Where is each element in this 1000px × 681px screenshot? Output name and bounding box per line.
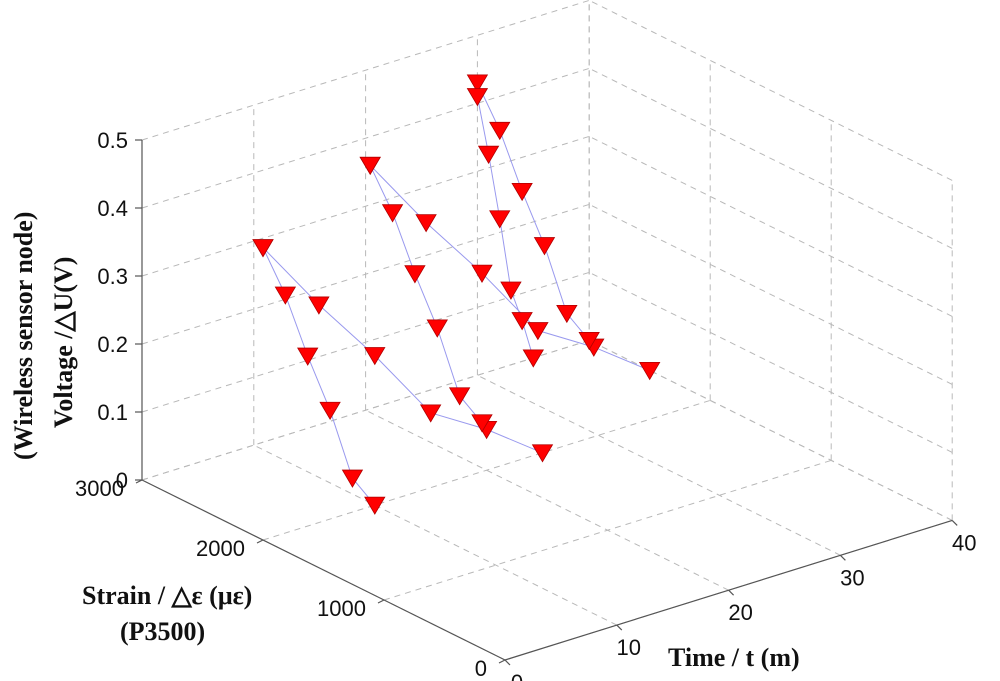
z-axis-label-line2: Voltage /△U(V) bbox=[49, 257, 78, 428]
y-tick-label-2: 2000 bbox=[196, 536, 245, 561]
data-point-s4-p4 bbox=[556, 304, 578, 324]
data-point-s4-p3 bbox=[533, 237, 556, 256]
data-point-s0-p1 bbox=[308, 296, 330, 315]
y-tick-mark-0 bbox=[498, 659, 506, 664]
data-point-s3-p2 bbox=[404, 265, 426, 284]
side-grid-voltage-5 bbox=[588, 0, 953, 181]
x-tick-label-4: 40 bbox=[952, 530, 976, 555]
floor-grid-time-2 bbox=[365, 409, 729, 591]
back-grid-voltage-5 bbox=[141, 0, 590, 141]
y-axis-line bbox=[141, 479, 506, 661]
data-point-s4-p5 bbox=[578, 331, 600, 351]
data-point-s2-p3 bbox=[527, 322, 549, 341]
grid-layer bbox=[141, 0, 953, 661]
data-point-s2-p5 bbox=[639, 361, 661, 381]
side-grid-voltage-0 bbox=[588, 339, 953, 521]
data-point-s3-p1 bbox=[381, 204, 404, 223]
x-tick-label-2: 20 bbox=[728, 600, 752, 625]
z-tick-label-4: 0.4 bbox=[97, 196, 128, 221]
back-grid-voltage-3 bbox=[141, 135, 590, 277]
x-tick-label-3: 30 bbox=[840, 565, 864, 590]
side-grid-voltage-3 bbox=[588, 135, 953, 317]
data-point-s5-p3 bbox=[500, 281, 522, 300]
data-point-s5-p4 bbox=[511, 312, 533, 331]
data-point-s0-p5 bbox=[531, 444, 554, 463]
data-point-s5-p2 bbox=[489, 210, 511, 229]
back-grid-voltage-0 bbox=[141, 339, 590, 481]
y-tick-label-0: 0 bbox=[475, 656, 487, 681]
data-point-s3-p0 bbox=[359, 156, 381, 176]
data-point-s4-p0 bbox=[466, 74, 489, 93]
z-tick-label-1: 0.1 bbox=[97, 400, 128, 425]
tick-layer: 0 0.1 0.2 0.3 0.4 0.5 0 10 20 30 40 0 1000 2000 3000 bbox=[75, 128, 976, 681]
data-point-s3-p4 bbox=[448, 387, 471, 406]
z-axis-label-line1: (Wireless sensor node) bbox=[9, 212, 38, 460]
x-tick-mark-2 bbox=[728, 589, 735, 596]
x-tick-mark-0 bbox=[504, 659, 511, 666]
data-point-s0-p3 bbox=[420, 404, 442, 423]
data-point-s1-p4 bbox=[341, 469, 364, 488]
x-tick-mark-3 bbox=[839, 554, 846, 561]
z-tick-label-2: 0.2 bbox=[97, 332, 128, 357]
data-point-s4-p2 bbox=[511, 182, 533, 202]
y-tick-label-3: 3000 bbox=[75, 476, 124, 501]
series-line-1 bbox=[262, 247, 376, 506]
z-tick-label-5: 0.5 bbox=[97, 128, 128, 153]
data-point-s1-p5 bbox=[364, 496, 386, 515]
data-point-s2-p2 bbox=[471, 264, 493, 283]
series-line-0 bbox=[262, 247, 543, 454]
back-grid-voltage-1 bbox=[141, 271, 590, 413]
x-tick-label-0: 0 bbox=[511, 670, 523, 681]
data-point-s1-p2 bbox=[297, 347, 319, 366]
floor-grid-strain-2 bbox=[262, 399, 711, 541]
data-point-s0-p2 bbox=[364, 347, 386, 366]
back-grid-voltage-4 bbox=[141, 67, 590, 209]
data-point-s5-p5 bbox=[522, 349, 544, 368]
side-grid-voltage-4 bbox=[588, 67, 953, 249]
side-grid-voltage-2 bbox=[588, 203, 953, 385]
data-point-s1-p1 bbox=[274, 286, 297, 305]
data-point-s1-p3 bbox=[319, 401, 341, 421]
floor-grid-time-3 bbox=[477, 374, 841, 556]
y-tick-mark-1 bbox=[377, 599, 385, 604]
series-line-3 bbox=[369, 165, 483, 424]
data-point-s3-p5 bbox=[471, 414, 493, 433]
data-point-s5-p1 bbox=[477, 145, 500, 164]
data-point-s4-p1 bbox=[489, 121, 511, 141]
side-grid-voltage-1 bbox=[588, 271, 953, 453]
series-line-2 bbox=[369, 164, 650, 371]
y-tick-label-1: 1000 bbox=[317, 596, 366, 621]
y-tick-mark-2 bbox=[256, 539, 264, 544]
x-tick-mark-1 bbox=[616, 624, 623, 631]
axis-layer bbox=[135, 139, 958, 666]
series-layer bbox=[252, 74, 661, 515]
x-axis-label: Time / t (m) bbox=[668, 643, 800, 672]
x-tick-mark-4 bbox=[951, 519, 958, 526]
data-point-s5-p0 bbox=[466, 88, 489, 107]
y-tick-mark-3 bbox=[135, 479, 143, 484]
x-tick-label-1: 10 bbox=[617, 635, 641, 660]
y-axis-label-line1: Strain / △ε (με) bbox=[82, 581, 252, 610]
data-point-s3-p3 bbox=[426, 319, 448, 338]
y-axis-label-line2: (P3500) bbox=[120, 617, 205, 646]
floor-grid-time-1 bbox=[253, 444, 618, 626]
z-tick-label-0: 0 bbox=[116, 468, 128, 493]
floor-grid-strain-1 bbox=[383, 459, 832, 601]
z-tick-label-3: 0.3 bbox=[97, 264, 128, 289]
back-grid-voltage-2 bbox=[141, 203, 590, 345]
data-point-s1-p0 bbox=[252, 239, 274, 258]
data-point-s2-p1 bbox=[415, 214, 437, 233]
